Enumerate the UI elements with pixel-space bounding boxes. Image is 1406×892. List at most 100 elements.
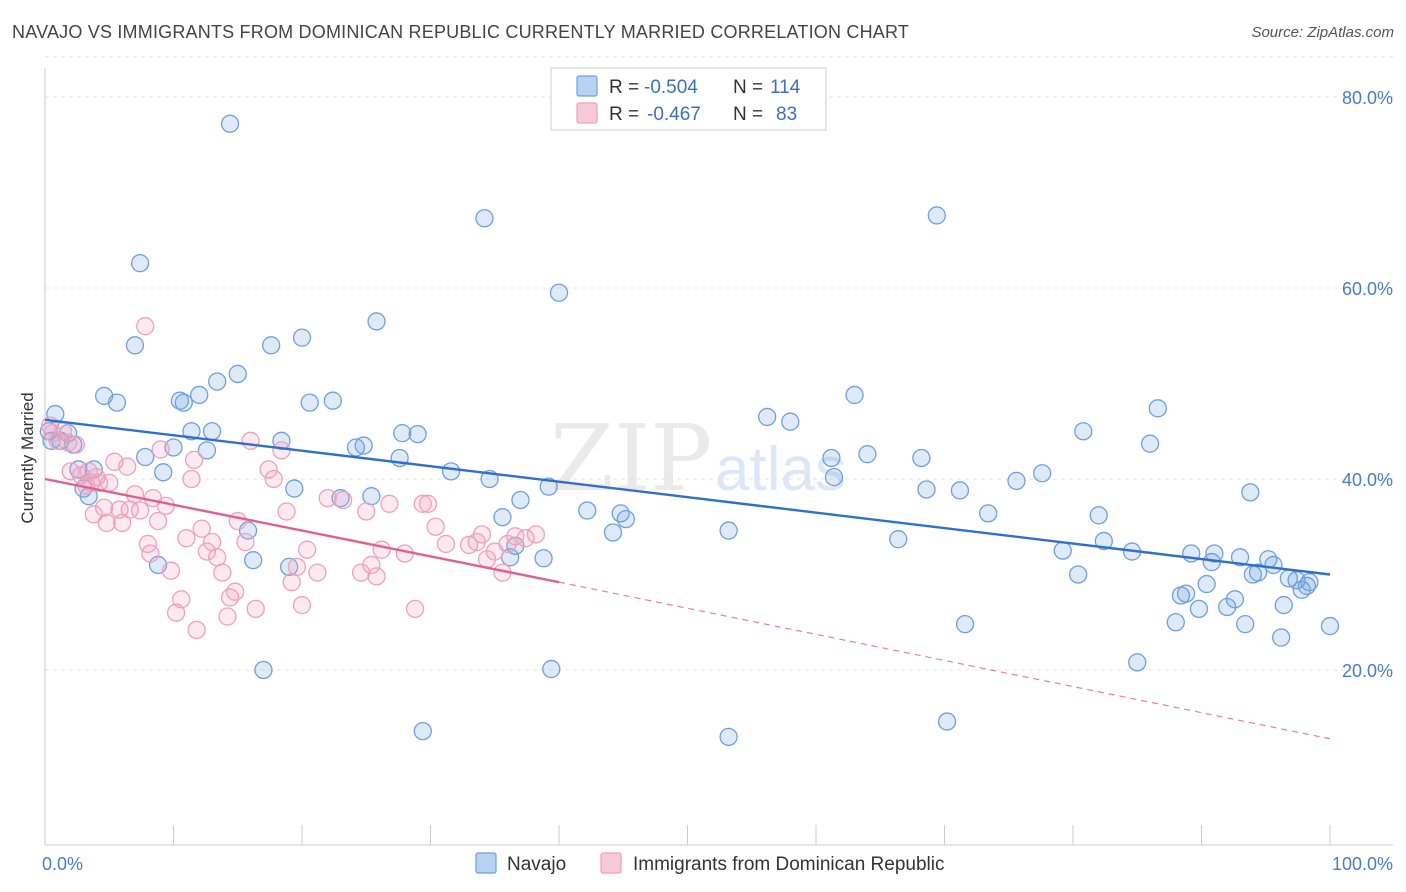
navajo-point [331,488,350,508]
dominican-point [372,540,391,559]
navajo-point [254,660,273,680]
dominican-point [161,561,181,580]
navajo-point [493,508,512,527]
legend-navajo-n-label: N = [733,77,763,98]
dominican-point [413,494,432,513]
legend-navajo-r-label: R = [609,77,639,98]
navajo-point [858,445,877,464]
navajo-point [1148,399,1167,418]
navajo-point [937,712,957,731]
navajo-point [441,462,461,481]
bottom-legend-dominican-label: Immigrants from Dominican Republic [633,854,945,875]
navajo-point [616,509,635,529]
navajo-point [1274,595,1293,615]
navajo-point [475,209,494,228]
legend-dominican-n-label: N = [733,104,763,125]
dominican-trend-line [44,477,560,584]
navajo-point [1140,434,1160,453]
navajo-point [154,463,173,482]
navajo-point [1176,584,1196,603]
navajo-point [824,467,844,487]
bottom-legend: Navajo Immigrants from Dominican Republi… [475,852,945,875]
navajo-point [292,328,312,347]
navajo-point [1074,422,1093,441]
y-tick-label: 80.0% [1342,88,1393,108]
navajo-point [208,372,227,391]
dominican-point [141,544,160,563]
dominican-point [136,317,155,336]
dominican-point [264,469,283,489]
navajo-point [244,551,263,570]
navajo-point [1205,544,1224,563]
navajo-point [1089,506,1108,525]
y-tick-labels: 20.0% 40.0% 60.0% 80.0% [1342,88,1393,681]
navajo-point [719,521,738,540]
dominican-point [84,505,103,524]
navajo-point [781,412,800,431]
navajo-point [393,424,412,443]
dominican-point [110,500,129,519]
navajo-point [534,549,553,568]
dominican-point [362,555,381,575]
navajo-point [1166,613,1185,632]
dominican-point [151,440,170,459]
dominican-point [367,567,386,586]
navajo-point [611,504,630,523]
navajo-point [822,448,841,468]
dominican-point [357,502,376,521]
navajo-point [279,557,299,577]
x-tick-label: 100.0% [1332,854,1393,874]
dominican-point [259,460,278,479]
legend-dominican-n-value: 83 [776,104,797,125]
navajo-point [174,393,193,412]
dominican-point [156,496,175,515]
dominican-point [277,502,296,521]
y-axis-label: Currently Married [18,392,37,523]
trend-lines [44,418,1331,740]
y-tick-label: 20.0% [1342,661,1393,681]
x-tick-labels: 0.0% 100.0% [42,854,1393,874]
dominican-point [197,542,217,561]
navajo-point [1189,599,1209,619]
y-tick-label: 40.0% [1342,470,1393,490]
navajo-point [1094,531,1113,551]
dominican-point [236,532,255,552]
navajo-point [979,504,998,523]
navajo-point [1300,572,1319,592]
dominican-point [472,525,492,544]
axes [44,68,1393,846]
navajo-point [549,283,569,302]
dominican-point [97,513,116,533]
dominican-point [436,534,456,554]
dominican-point [213,563,232,582]
dominican-point [184,450,204,470]
navajo-point [1236,615,1255,634]
navajo-point [300,393,319,412]
dominican-point [228,511,247,531]
navajo-point [323,391,342,410]
dominican-point [166,603,186,622]
dominican-point [177,529,196,548]
navajo-point [136,447,155,467]
navajo-trend-line [44,418,1331,576]
dominican-point [246,599,265,619]
dominican-point [130,501,150,520]
navajo-point [354,436,373,455]
navajo-point [228,364,247,384]
navajo-point [220,114,240,133]
x-tick-label: 0.0% [42,854,83,874]
navajo-point [578,501,597,520]
navajo-point [1264,555,1283,575]
dominican-point [182,469,201,489]
navajo-point [1033,464,1052,483]
legend-navajo-n-value: 114 [770,77,801,98]
navajo-point [845,385,864,405]
navajo-point [539,477,558,496]
dominican-point [125,485,145,504]
navajo-point [1225,590,1245,609]
dominican-point [172,590,191,609]
dominican-point [118,457,137,476]
navajo-point [362,487,381,506]
navajo-point [367,312,386,331]
dominican-point [94,498,114,517]
